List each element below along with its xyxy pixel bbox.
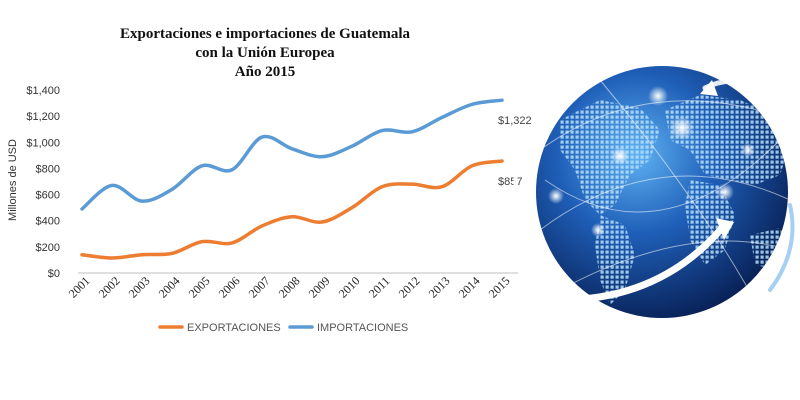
x-tick-label: 2001 bbox=[66, 274, 93, 301]
y-axis-label: Millones de USD bbox=[7, 139, 19, 221]
x-tick-label: 2006 bbox=[216, 274, 243, 301]
series-lines bbox=[80, 98, 504, 260]
x-tick-label: 2003 bbox=[126, 274, 153, 301]
y-tick-label: $400 bbox=[36, 216, 60, 228]
legend-label-exportaciones: EXPORTACIONES bbox=[187, 322, 281, 334]
chart-title: Exportaciones e importaciones de Guatema… bbox=[120, 26, 410, 80]
data-label-importaciones: $1,322 bbox=[498, 115, 532, 127]
legend-label-importaciones: IMPORTACIONES bbox=[317, 322, 408, 334]
y-tick-label: $200 bbox=[36, 242, 60, 254]
x-tick-label: 2011 bbox=[366, 274, 393, 301]
y-tick-label: $1,200 bbox=[26, 111, 60, 123]
series-line-importaciones bbox=[80, 98, 504, 211]
y-tick-label: $800 bbox=[36, 163, 60, 175]
chart-title-line-1: Exportaciones e importaciones de Guatema… bbox=[120, 26, 410, 42]
y-axis-ticks: $0 $200 $400 $600 $800 $1,000 $1,200 $1,400 bbox=[26, 85, 60, 280]
x-tick-label: 2014 bbox=[456, 274, 483, 301]
x-tick-label: 2010 bbox=[336, 274, 363, 301]
x-tick-label: 2004 bbox=[156, 274, 183, 301]
x-tick-label: 2015 bbox=[486, 274, 513, 301]
y-tick-label: $600 bbox=[36, 190, 60, 202]
chart-title-line-2: con la Unión Europea bbox=[195, 45, 335, 61]
x-tick-label: 2005 bbox=[186, 274, 213, 301]
y-tick-label: $1,400 bbox=[26, 85, 60, 97]
x-tick-label: 2007 bbox=[246, 274, 273, 301]
x-tick-label: 2013 bbox=[426, 274, 453, 301]
x-tick-label: 2009 bbox=[306, 274, 333, 301]
series-line-exportaciones bbox=[80, 159, 504, 260]
legend: EXPORTACIONES IMPORTACIONES bbox=[158, 322, 408, 334]
x-tick-label: 2002 bbox=[96, 274, 123, 301]
x-tick-label: 2008 bbox=[276, 274, 303, 301]
x-tick-label: 2012 bbox=[396, 274, 423, 301]
y-tick-label: $1,000 bbox=[26, 137, 60, 149]
x-axis-ticks: 2001 2002 2003 2004 2005 2006 2007 2008 2009 2010… bbox=[66, 274, 513, 301]
chart-title-line-3: Año 2015 bbox=[235, 64, 295, 80]
data-label-exportaciones: $857 bbox=[498, 176, 522, 188]
y-tick-label: $0 bbox=[48, 268, 60, 280]
globe-icon bbox=[513, 66, 795, 318]
